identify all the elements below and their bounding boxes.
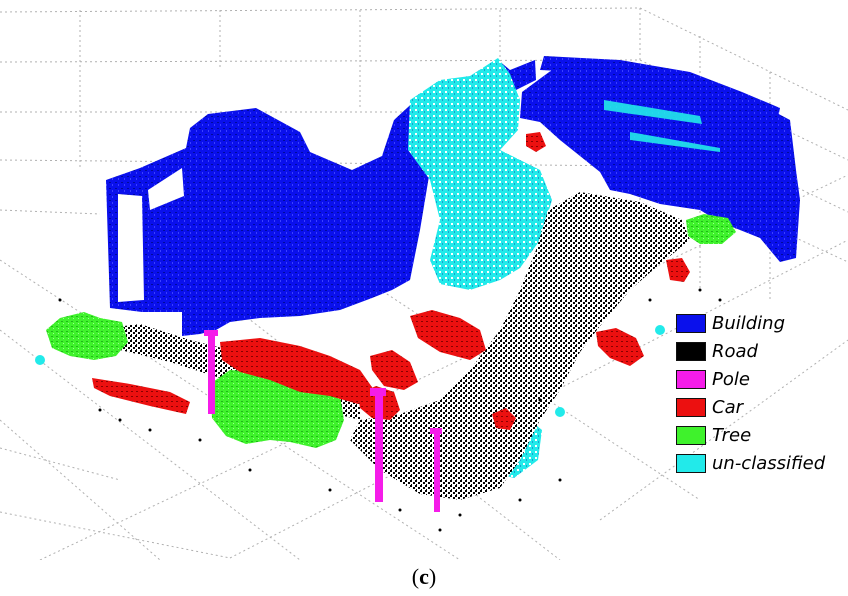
legend-swatch-road — [676, 341, 706, 361]
legend-item-tree: Tree — [676, 421, 848, 449]
point-cloud-figure — [0, 7, 848, 561]
legend-item-pole: Pole — [676, 365, 848, 393]
legend-swatch-building — [676, 313, 706, 333]
legend-label-unclassified: un-classified — [712, 452, 826, 474]
legend: Building Road Pole Car Tree un-classifie… — [676, 309, 848, 477]
legend-item-building: Building — [676, 309, 848, 337]
car-points — [92, 132, 690, 430]
legend-label-road: Road — [712, 340, 758, 362]
caption-close-paren: ) — [428, 564, 437, 589]
legend-label-building: Building — [712, 312, 786, 334]
legend-swatch-tree — [676, 425, 706, 445]
figure-caption: (c) — [0, 564, 848, 590]
legend-item-car: Car — [676, 393, 848, 421]
legend-item-road: Road — [676, 337, 848, 365]
scatter-points — [58, 288, 722, 532]
caption-letter: c — [419, 564, 429, 589]
legend-label-car: Car — [712, 396, 743, 418]
legend-label-tree: Tree — [712, 424, 752, 446]
caption-open-paren: ( — [411, 564, 420, 589]
legend-item-unclassified: un-classified — [676, 449, 848, 477]
legend-swatch-pole — [676, 369, 706, 389]
legend-label-pole: Pole — [712, 368, 750, 390]
legend-swatch-unclassified — [676, 453, 706, 473]
tree-points — [46, 214, 736, 448]
pole-points — [204, 330, 442, 512]
legend-swatch-car — [676, 397, 706, 417]
point-cloud-scene — [0, 7, 848, 561]
